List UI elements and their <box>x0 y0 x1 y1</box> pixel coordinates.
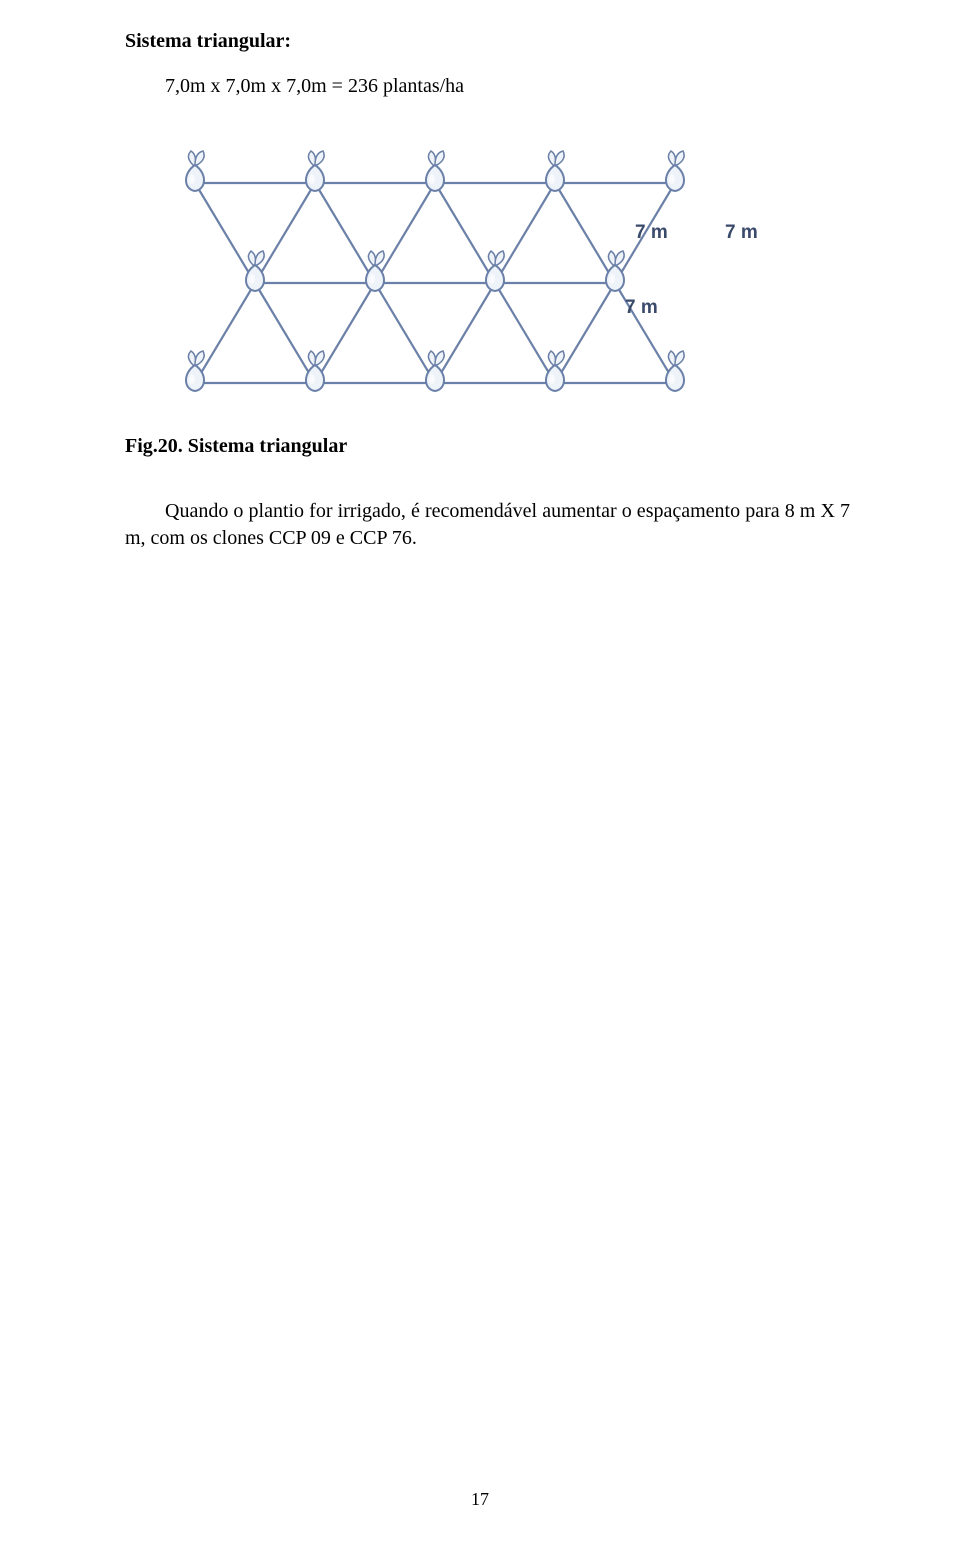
edge <box>195 183 255 283</box>
dimension-label: 7 m <box>635 222 668 243</box>
plant-icon <box>546 151 564 191</box>
plant-icon <box>546 351 564 391</box>
edge <box>255 283 315 383</box>
edge <box>435 183 495 283</box>
edge <box>555 283 615 383</box>
dimension-label: 7 m <box>725 222 758 243</box>
plant-icon <box>606 251 624 291</box>
page: Sistema triangular: 7,0m x 7,0m x 7,0m =… <box>0 0 960 1550</box>
dimensions-line: 7,0m x 7,0m x 7,0m = 236 plantas/ha <box>165 75 850 98</box>
body-paragraph: Quando o plantio for irrigado, é recomen… <box>125 498 850 552</box>
page-number: 17 <box>0 1489 960 1510</box>
edge <box>375 183 435 283</box>
figure-triangular-system: 7 m 7 m 7 m <box>125 138 850 413</box>
plant-icon <box>246 251 264 291</box>
edge <box>555 183 615 283</box>
plant-icon <box>186 151 204 191</box>
edge <box>255 183 315 283</box>
dimension-label: 7 m <box>625 297 658 318</box>
edge <box>435 283 495 383</box>
plant-icon <box>426 351 444 391</box>
triangular-diagram-svg: 7 m 7 m 7 m <box>125 138 785 408</box>
figure-caption: Fig.20. Sistema triangular <box>125 435 850 458</box>
plant-icon <box>366 251 384 291</box>
edge <box>495 183 555 283</box>
plant-icon <box>486 251 504 291</box>
plant-icon <box>426 151 444 191</box>
edge <box>375 283 435 383</box>
edge <box>195 283 255 383</box>
section-heading: Sistema triangular: <box>125 30 850 53</box>
body-paragraph-text: Quando o plantio for irrigado, é recomen… <box>125 500 850 549</box>
plant-icon <box>666 151 684 191</box>
plant-icon <box>306 351 324 391</box>
edge <box>315 283 375 383</box>
plant-icon <box>306 151 324 191</box>
plant-icon <box>186 351 204 391</box>
edge <box>315 183 375 283</box>
edge <box>495 283 555 383</box>
plant-icon <box>666 351 684 391</box>
